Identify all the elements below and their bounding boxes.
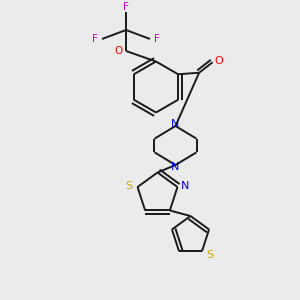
Text: O: O	[114, 46, 123, 56]
Text: F: F	[123, 2, 129, 13]
Text: F: F	[92, 34, 98, 44]
Text: N: N	[181, 181, 190, 190]
Text: N: N	[171, 162, 180, 172]
Text: S: S	[206, 250, 213, 260]
Text: S: S	[126, 181, 133, 190]
Text: N: N	[171, 118, 180, 129]
Text: F: F	[154, 34, 160, 44]
Text: O: O	[215, 56, 224, 66]
